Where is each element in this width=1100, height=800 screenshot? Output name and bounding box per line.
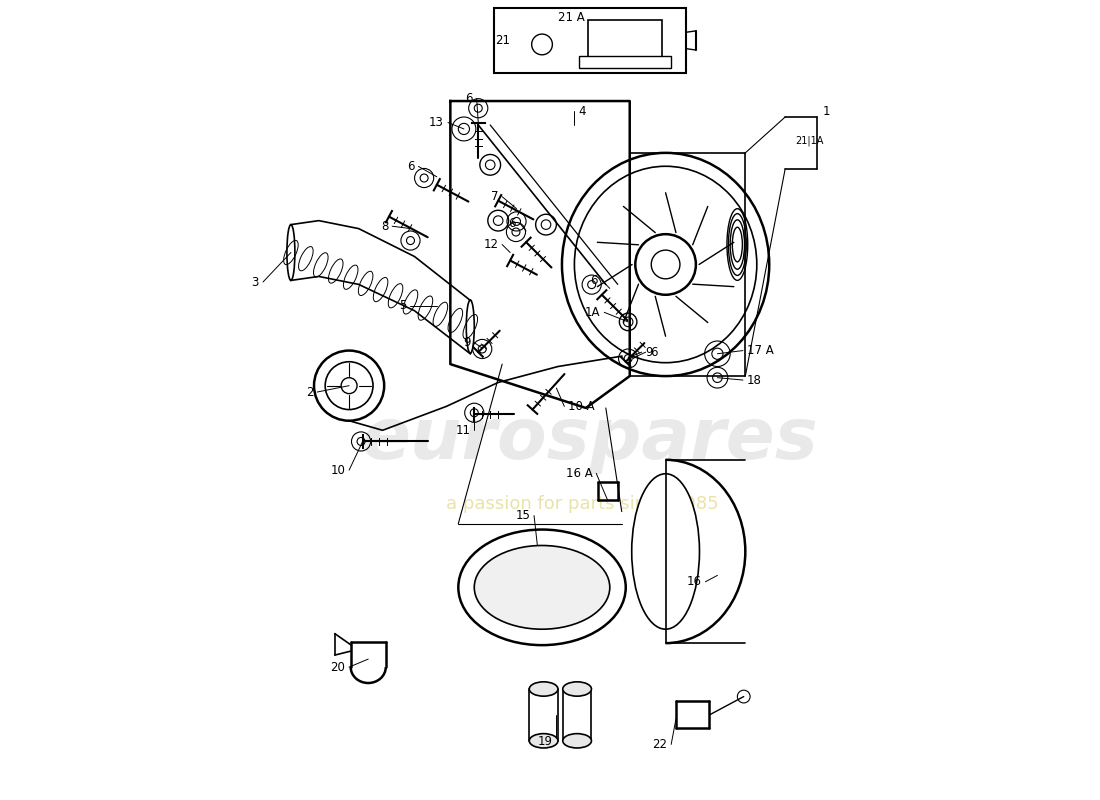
Text: 20: 20 xyxy=(330,661,345,674)
Ellipse shape xyxy=(563,682,592,696)
Ellipse shape xyxy=(562,153,769,376)
Text: 6: 6 xyxy=(591,274,597,287)
Text: 10 A: 10 A xyxy=(569,400,595,413)
Text: 16 A: 16 A xyxy=(565,467,592,480)
Text: 13: 13 xyxy=(429,116,444,129)
Text: 6: 6 xyxy=(465,92,473,105)
Ellipse shape xyxy=(474,546,609,630)
Text: 17 A: 17 A xyxy=(747,344,773,357)
Text: 6: 6 xyxy=(650,346,657,358)
Ellipse shape xyxy=(631,474,700,630)
Bar xyxy=(588,20,661,61)
Text: 5: 5 xyxy=(399,299,407,313)
Text: 11: 11 xyxy=(455,424,471,437)
Text: 8: 8 xyxy=(381,220,388,233)
Text: a passion for parts since 1985: a passion for parts since 1985 xyxy=(446,494,718,513)
Text: 6: 6 xyxy=(508,217,516,230)
Ellipse shape xyxy=(459,530,626,645)
Ellipse shape xyxy=(563,734,592,748)
Text: 2: 2 xyxy=(306,386,313,398)
Text: 21 A: 21 A xyxy=(558,11,585,24)
Text: 3: 3 xyxy=(252,275,258,289)
Text: 18: 18 xyxy=(747,374,762,386)
Text: 6: 6 xyxy=(407,160,415,173)
Text: eurospares: eurospares xyxy=(362,406,818,474)
Text: 1: 1 xyxy=(823,105,830,118)
Text: 12: 12 xyxy=(483,238,498,251)
Text: 1A: 1A xyxy=(585,306,601,319)
Text: 9: 9 xyxy=(463,336,471,349)
Text: 9: 9 xyxy=(646,346,653,358)
Text: 15: 15 xyxy=(515,509,530,522)
Text: 16: 16 xyxy=(686,575,702,588)
Text: 21: 21 xyxy=(495,34,510,47)
Text: 4: 4 xyxy=(578,105,585,118)
Bar xyxy=(579,56,671,67)
Text: 19: 19 xyxy=(538,734,552,748)
Bar xyxy=(494,8,685,73)
Text: 21|1A: 21|1A xyxy=(795,136,824,146)
Ellipse shape xyxy=(529,682,558,696)
Text: 10: 10 xyxy=(330,464,345,477)
Text: 7: 7 xyxy=(491,190,498,203)
Ellipse shape xyxy=(529,734,558,748)
Text: 22: 22 xyxy=(652,738,668,751)
